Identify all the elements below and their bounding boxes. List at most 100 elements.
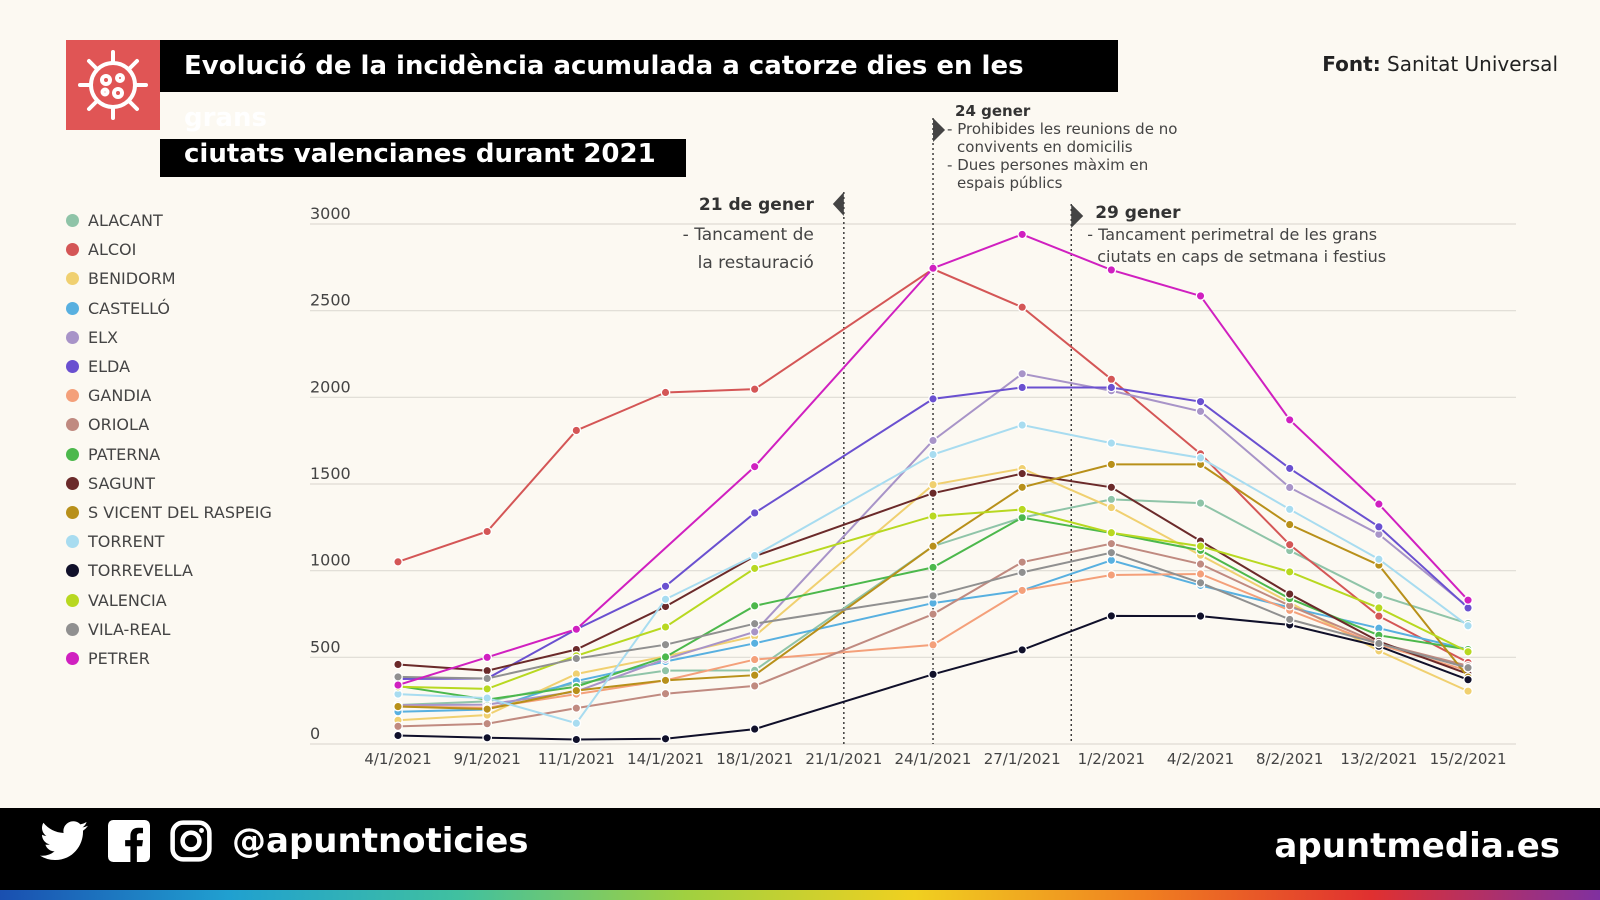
- x-tick-label: 9/1/2021: [453, 750, 520, 768]
- data-point: [1106, 527, 1117, 538]
- data-point: [1463, 662, 1473, 673]
- legend-label: VALENCIA: [88, 590, 167, 610]
- legend-item: S VICENT DEL RASPEIG: [66, 498, 272, 527]
- data-point: [1284, 567, 1295, 577]
- data-point: [571, 703, 582, 713]
- legend-swatch: [66, 535, 79, 549]
- legend-swatch: [66, 389, 79, 403]
- legend-item: VALENCIA: [66, 585, 272, 614]
- footer: [0, 808, 1600, 890]
- data-point: [1017, 585, 1028, 596]
- data-point: [1195, 559, 1206, 569]
- data-point: [1017, 420, 1028, 430]
- legend-item: VILA-REAL: [66, 615, 272, 644]
- data-point: [1195, 577, 1206, 588]
- data-point: [571, 734, 582, 745]
- legend-item: SAGUNT: [66, 469, 272, 498]
- chart-title: Evolució de la incidència acumulada a ca…: [160, 40, 1118, 177]
- legend-swatch: [66, 360, 79, 374]
- series-line: [397, 572, 1469, 709]
- series-line: [397, 386, 1469, 680]
- data-point: [393, 556, 403, 567]
- legend-label: ELX: [88, 327, 118, 347]
- data-point: [1017, 229, 1028, 240]
- data-point: [749, 461, 760, 472]
- legend-item: BENIDORM: [66, 264, 272, 293]
- legend-swatch: [66, 593, 79, 607]
- legend-label: TORRENT: [88, 532, 165, 552]
- data-point: [482, 732, 493, 743]
- x-tick-label: 11/1/2021: [538, 750, 615, 768]
- data-point: [749, 654, 760, 665]
- data-point: [1106, 265, 1117, 275]
- data-point: [1195, 541, 1206, 552]
- series-sagunt: [393, 468, 1473, 679]
- data-point: [482, 693, 493, 703]
- data-point: [749, 670, 760, 681]
- data-point: [1463, 646, 1473, 657]
- annotation-text: espais públics: [957, 174, 1063, 192]
- twitter-icon[interactable]: [40, 821, 88, 861]
- y-tick-label: 1500: [310, 464, 351, 483]
- data-point: [928, 669, 938, 680]
- data-point: [1195, 396, 1206, 407]
- data-point: [749, 724, 760, 734]
- x-tick-label: 8/2/2021: [1256, 750, 1323, 768]
- data-point: [928, 394, 938, 404]
- data-point: [928, 541, 938, 552]
- y-tick-label: 500: [310, 637, 341, 656]
- annotation-text: ciutats en caps de setmana i festius: [1097, 247, 1386, 266]
- data-point: [1017, 368, 1028, 379]
- legend-item: PATERNA: [66, 440, 272, 469]
- series-line: [397, 424, 1469, 725]
- data-point: [1284, 482, 1295, 493]
- legend-item: PETRER: [66, 644, 272, 673]
- series-line: [397, 614, 1469, 741]
- data-point: [482, 684, 493, 694]
- line-chart: 0 500 1000 1500 2000 2500 3000 4/1/2021 9/1/2021…: [310, 102, 1516, 768]
- legend-item: ORIOLA: [66, 410, 272, 439]
- source: Font: Sanitat Universal: [1322, 52, 1558, 76]
- legend-item: ALCOI: [66, 235, 272, 264]
- data-point: [1017, 482, 1028, 493]
- x-tick-label: 4/1/2021: [364, 750, 431, 768]
- annotation-title: 24 gener: [955, 102, 1031, 120]
- annotation-marker-icon: [933, 118, 946, 142]
- legend-item: CASTELLÓ: [66, 294, 272, 323]
- data-point: [571, 624, 582, 635]
- series-line: [397, 542, 1469, 728]
- legend-swatch: [66, 272, 79, 286]
- site-link[interactable]: apuntmedia.es: [1274, 826, 1560, 866]
- x-tick-label: 1/2/2021: [1078, 750, 1145, 768]
- legend-label: SAGUNT: [88, 473, 155, 493]
- y-tick-label: 0: [310, 724, 320, 743]
- data-point: [928, 263, 938, 274]
- data-point: [660, 594, 671, 605]
- data-point: [1106, 547, 1117, 558]
- data-point: [1195, 452, 1206, 463]
- data-point: [1195, 406, 1206, 417]
- data-point: [1463, 595, 1473, 605]
- data-point: [660, 639, 671, 650]
- data-point: [482, 665, 493, 676]
- data-point: [482, 673, 493, 684]
- data-point: [749, 563, 760, 574]
- x-tick-label: 15/2/2021: [1430, 750, 1507, 768]
- data-point: [1374, 603, 1384, 613]
- instagram-icon[interactable]: [170, 820, 212, 862]
- legend-item: ALACANT: [66, 206, 272, 235]
- data-point: [1017, 382, 1028, 393]
- data-point: [1284, 519, 1295, 530]
- source-value: Sanitat Universal: [1387, 52, 1558, 76]
- facebook-icon[interactable]: [108, 820, 150, 862]
- data-point: [1106, 502, 1117, 513]
- legend-label: PATERNA: [88, 444, 161, 464]
- social-handle[interactable]: @apuntnoticies: [232, 821, 529, 861]
- data-point: [928, 640, 938, 650]
- data-point: [749, 384, 760, 395]
- x-tick-label: 13/2/2021: [1340, 750, 1417, 768]
- data-point: [749, 681, 760, 691]
- data-point: [482, 526, 493, 537]
- legend-swatch: [66, 447, 79, 461]
- x-tick-label: 24/1/2021: [895, 750, 972, 768]
